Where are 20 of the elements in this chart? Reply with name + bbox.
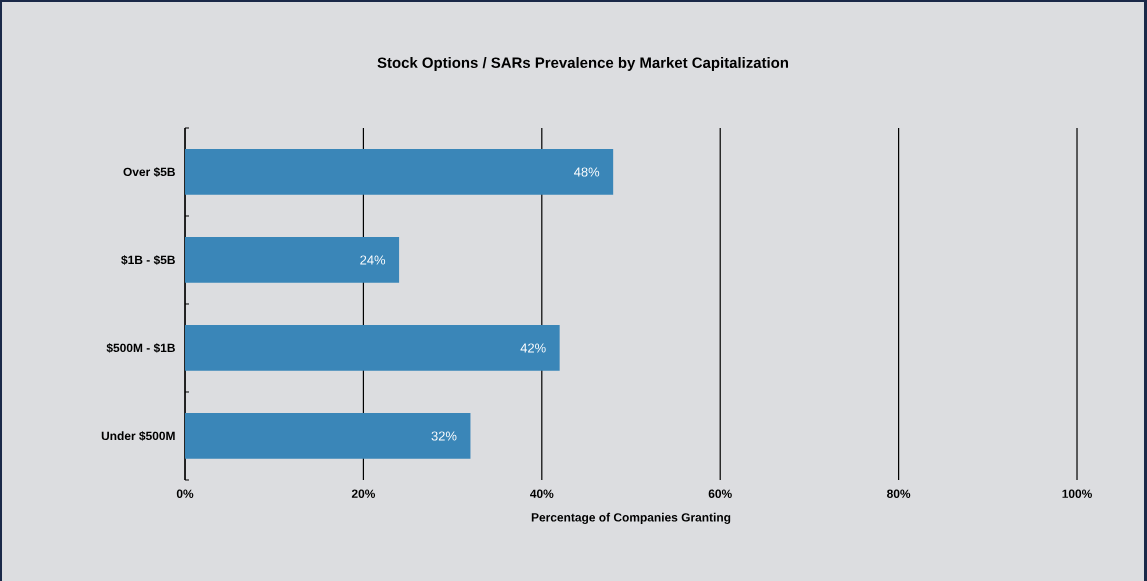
y-tick-label: $500M - $1B — [106, 343, 175, 353]
x-tick-label: 80% — [887, 489, 911, 498]
x-tick-label: 100% — [1062, 489, 1092, 498]
chart-title: Stock Options / SARs Prevalence by Market Capitalization — [377, 57, 789, 71]
bar — [185, 149, 614, 195]
bar — [185, 413, 471, 459]
y-tick-label: Over $5B — [123, 167, 175, 177]
data-label: 24% — [360, 255, 386, 265]
data-label: 48% — [574, 167, 600, 177]
x-tick-label: 20% — [351, 489, 376, 498]
bar — [185, 237, 400, 283]
y-tick-label: Under $500M — [101, 431, 175, 441]
data-label: 32% — [431, 431, 457, 441]
x-tick-label: 0% — [176, 489, 194, 498]
y-tick-label: $1B - $5B — [121, 255, 175, 265]
x-tick-label: 60% — [708, 489, 732, 498]
bar — [185, 325, 560, 371]
x-axis-title: Percentage of Companies Granting — [531, 512, 731, 525]
x-tick-label: 40% — [530, 489, 554, 498]
data-label: 42% — [520, 343, 546, 353]
